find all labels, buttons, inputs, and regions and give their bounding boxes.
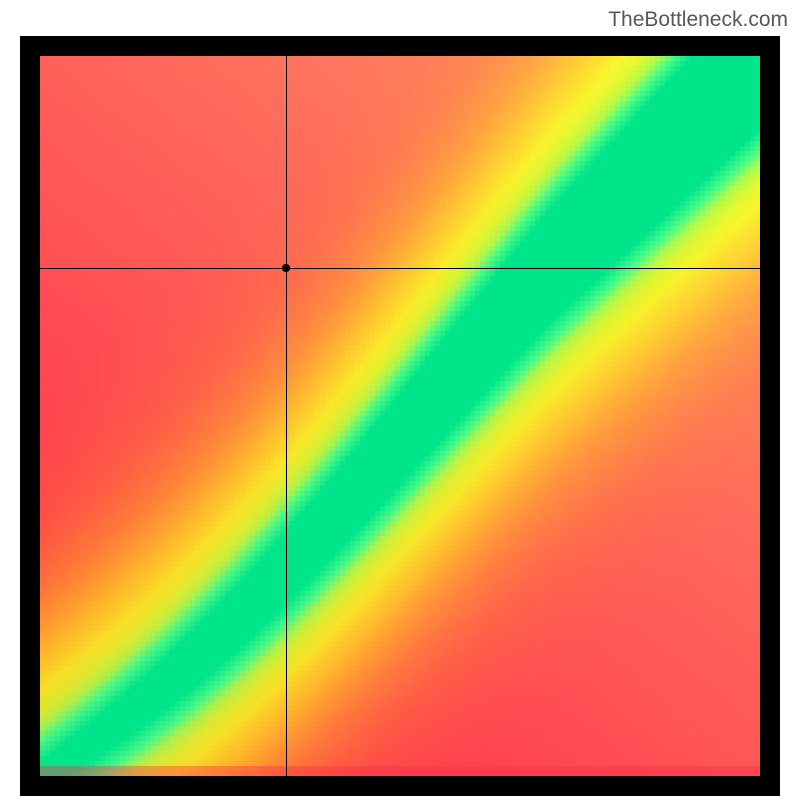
chart-container: TheBottleneck.com (0, 0, 800, 800)
crosshair-marker (276, 258, 296, 278)
watermark-text: TheBottleneck.com (608, 8, 788, 32)
crosshair-vertical (286, 56, 287, 776)
crosshair-horizontal (40, 268, 760, 269)
heatmap-canvas (40, 56, 760, 776)
